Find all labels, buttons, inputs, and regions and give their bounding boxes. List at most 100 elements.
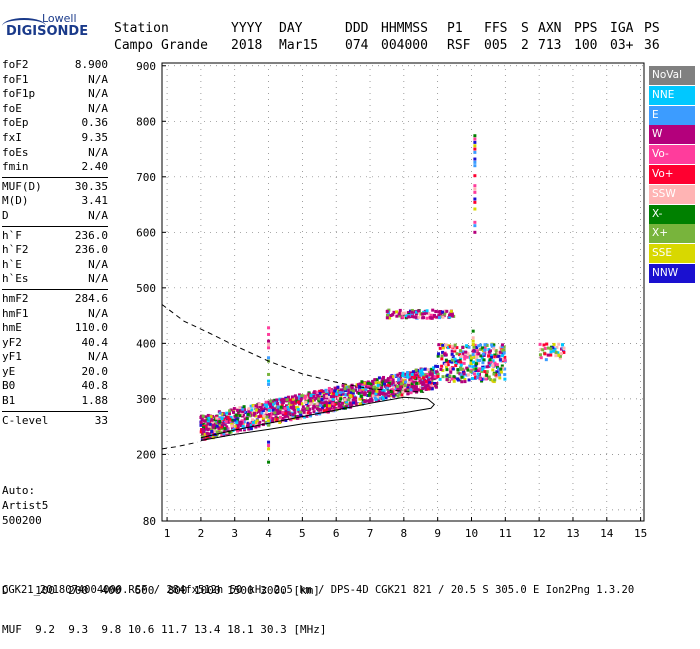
echo-point <box>495 370 499 374</box>
echo-point <box>306 411 310 415</box>
echo-point <box>312 398 316 402</box>
echo-point <box>387 394 391 398</box>
echo-point <box>247 427 251 431</box>
header-value-1: 2018 <box>231 38 263 53</box>
echo-point <box>245 417 249 421</box>
x-tick-label: 9 <box>434 527 441 540</box>
echo-point <box>449 370 453 374</box>
echo-point <box>541 348 545 352</box>
echo-point <box>340 401 344 405</box>
param-name: yF2 <box>2 335 22 349</box>
x-tick-label: 12 <box>533 527 546 540</box>
echo-point <box>410 372 414 376</box>
param-value: N/A <box>88 350 108 364</box>
param-row: hmF1 N/A <box>2 307 108 322</box>
param-row: foF1p N/A <box>2 87 108 102</box>
echo-point <box>269 414 273 418</box>
echo-point <box>464 350 468 354</box>
x-tick-label: 13 <box>566 527 579 540</box>
echo-point <box>276 412 280 416</box>
echo-point <box>450 349 454 353</box>
echo-point <box>478 367 482 371</box>
echo-point <box>377 389 381 393</box>
echo-point <box>206 413 210 417</box>
y-tick-label: 400 <box>136 337 156 350</box>
echo-point <box>471 352 475 356</box>
echo-point <box>406 375 410 379</box>
echo-point <box>373 385 377 389</box>
echo-point <box>293 394 297 398</box>
echo-point <box>418 385 422 389</box>
echo-point <box>477 352 481 356</box>
header-label-1: YYYY <box>231 21 263 36</box>
echo-point <box>366 385 370 389</box>
echo-point <box>492 347 496 351</box>
echo-point <box>322 409 326 413</box>
echo-point <box>501 366 505 370</box>
echo-point <box>213 426 217 430</box>
echo-point <box>492 343 496 347</box>
echo-point <box>445 360 449 364</box>
echo-point <box>483 346 487 350</box>
echo-point <box>434 364 438 368</box>
echo-point <box>288 412 292 416</box>
echo-point <box>227 430 231 434</box>
header-value-5: RSF <box>447 38 471 53</box>
echo-point <box>386 386 390 390</box>
echo-point <box>308 396 312 400</box>
echo-point <box>281 413 285 417</box>
echo-point <box>204 415 208 419</box>
param-name: foF2 <box>2 58 29 71</box>
echo-point <box>281 401 285 405</box>
echo-point <box>289 418 293 422</box>
echo-point <box>279 405 283 409</box>
echo-point <box>459 363 463 367</box>
param-name: foF1p <box>2 87 36 101</box>
echo-point <box>381 397 385 401</box>
echo-point <box>210 429 214 433</box>
param-value: N/A <box>88 306 108 320</box>
echo-point <box>562 350 566 354</box>
x-tick-label: 15 <box>634 527 647 540</box>
echo-point <box>463 377 467 381</box>
echo-point <box>554 350 558 354</box>
echo-point <box>251 421 255 425</box>
echo-point <box>272 400 276 404</box>
echo-point <box>306 396 310 400</box>
echo-point <box>462 372 466 376</box>
echo-point <box>289 416 293 420</box>
echo-point <box>468 354 472 358</box>
echo-point <box>433 375 437 379</box>
echo-point <box>379 386 383 390</box>
echo-point <box>414 310 418 314</box>
echo-point <box>217 422 221 426</box>
echo-point <box>267 447 271 451</box>
echo-point <box>455 352 459 356</box>
echo-point <box>410 310 414 314</box>
echo-point <box>409 388 413 392</box>
echo-point <box>267 400 271 404</box>
echo-point <box>398 314 402 318</box>
echo-point <box>465 344 469 348</box>
echo-point <box>267 440 271 444</box>
echo-point <box>313 405 317 409</box>
echo-point <box>351 398 355 402</box>
echo-point <box>538 342 542 346</box>
echo-point <box>342 405 346 409</box>
echo-point <box>421 312 425 316</box>
echo-point <box>254 420 258 424</box>
echo-point <box>352 396 356 400</box>
ionogram-chart: 1 2 3 4 5 6 7 8 9 10 11 12 13 14 158020030040050060070… <box>136 60 647 540</box>
x-tick-label: 11 <box>499 527 512 540</box>
echo-point <box>204 427 208 431</box>
echo-point <box>445 368 449 372</box>
echo-point <box>402 374 406 378</box>
echo-point <box>281 410 285 414</box>
echo-point <box>492 355 496 359</box>
echo-point <box>459 356 463 360</box>
echo-point <box>377 376 381 380</box>
echo-point <box>375 389 379 393</box>
echo-point <box>332 394 336 398</box>
echo-point <box>246 423 250 427</box>
echo-point <box>381 388 385 392</box>
